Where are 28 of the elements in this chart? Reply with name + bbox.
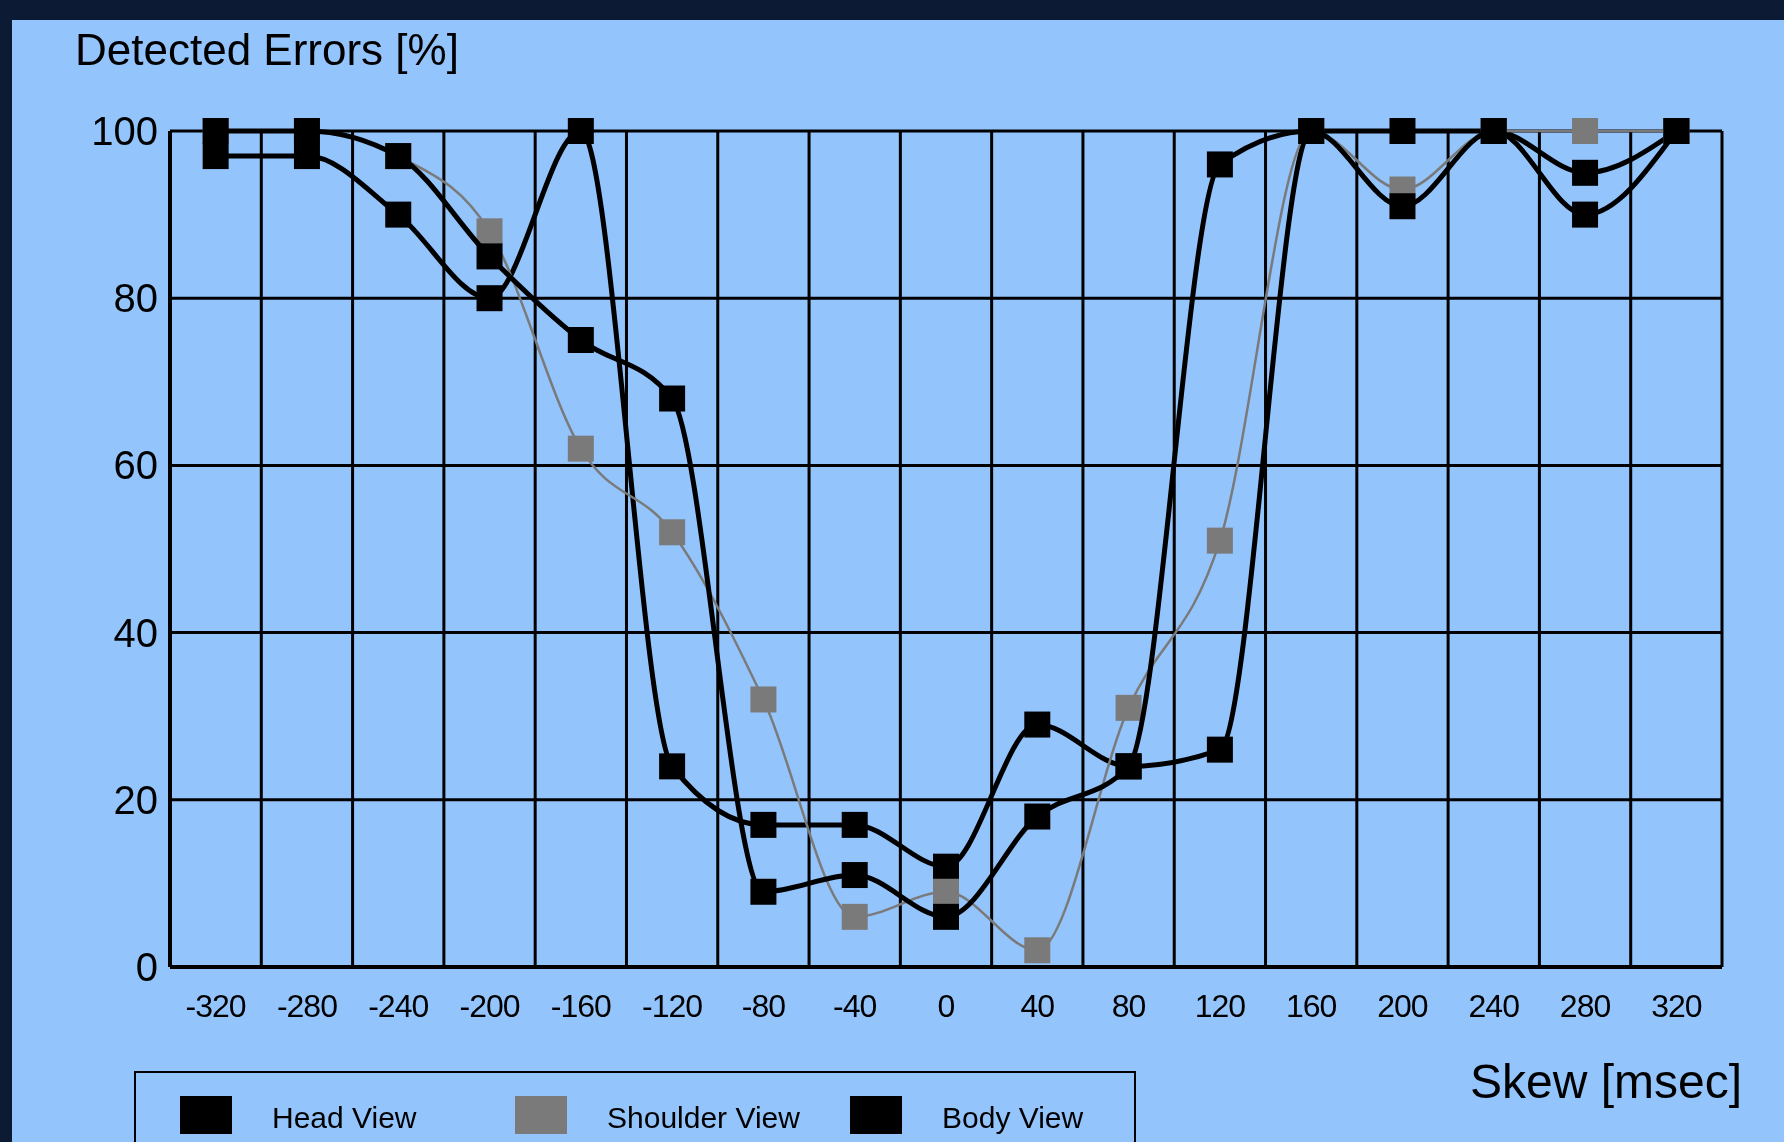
legend-label: Shoulder View [607, 1101, 801, 1134]
x-tick-label: -160 [550, 988, 612, 1024]
x-tick-label: -200 [459, 988, 520, 1024]
x-tick-label: 240 [1468, 988, 1520, 1024]
x-tick-label: 200 [1377, 988, 1428, 1024]
x-tick-label: 280 [1559, 988, 1611, 1024]
y-tick-label: 20 [113, 777, 158, 822]
y-tick-label: 40 [113, 610, 158, 655]
x-tick-label: 320 [1651, 988, 1702, 1024]
x-tick-label: -320 [185, 988, 246, 1024]
x-tick-label: -280 [276, 988, 338, 1024]
x-tick-label: 120 [1194, 988, 1246, 1024]
x-tick-label: 160 [1285, 988, 1337, 1024]
legend-label: Body View [942, 1101, 1084, 1134]
x-tick-label: -240 [368, 988, 429, 1024]
x-tick-label: -80 [741, 988, 786, 1024]
y-tick-label: 100 [91, 109, 158, 153]
x-tick-label: 40 [1020, 988, 1055, 1024]
y-tick-label: 0 [135, 945, 158, 989]
legend-label: Head View [272, 1101, 417, 1134]
y-tick-label: 60 [113, 443, 158, 488]
x-tick-label: 0 [937, 988, 955, 1024]
x-tick-label: -120 [642, 988, 703, 1024]
x-tick-label: -40 [833, 988, 877, 1024]
y-tick-label: 80 [113, 276, 158, 321]
x-tick-label: 80 [1111, 988, 1146, 1024]
x-axis-title: Skew [msec] [1469, 1055, 1742, 1108]
y-axis-title: Detected Errors [%] [75, 25, 459, 74]
